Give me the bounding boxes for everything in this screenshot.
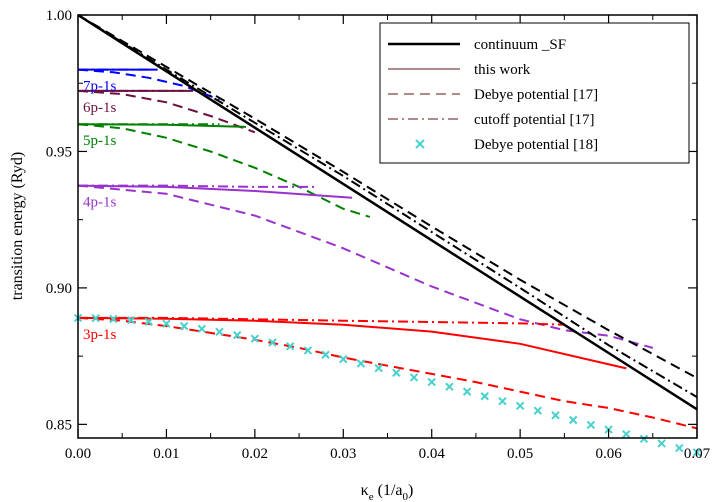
debye18-point <box>268 338 277 347</box>
this-work-line-2 <box>77 123 247 128</box>
debye18-point <box>480 392 489 401</box>
debye18-point <box>409 373 419 382</box>
continuum-cutoff17-line <box>77 14 698 398</box>
debye18-point <box>356 359 366 368</box>
y-tick-label: 0.95 <box>46 144 72 160</box>
y-axis-ticks: 0.85 0.90 0.95 1.00 <box>46 8 697 433</box>
debye18-point <box>586 420 596 430</box>
x-tick-label: 0.01 <box>153 446 179 462</box>
debye18-point <box>568 415 578 425</box>
series-labels: 7p-1s 6p-1s 5p-1s 4p-1s 3p-1s <box>83 79 116 343</box>
x-tick-label: 0.00 <box>65 446 91 462</box>
x-tick-label: 0.04 <box>419 446 446 462</box>
debye18-point <box>533 406 543 415</box>
debye18-point <box>109 314 118 324</box>
series-label-3: 4p-1s <box>83 195 116 211</box>
debye18-point <box>250 334 260 343</box>
debye18-point <box>622 429 631 439</box>
series-label-2: 5p-1s <box>83 133 116 149</box>
debye18-point <box>215 327 224 337</box>
series-label-4: 3p-1s <box>83 327 116 343</box>
x-tick-label: 0.03 <box>330 446 356 462</box>
x-axis-title: κe (1/a0) <box>361 482 414 502</box>
legend-box <box>379 22 690 164</box>
y-tick-label: 1.00 <box>46 8 72 24</box>
y-tick-label: 0.85 <box>46 417 72 433</box>
x-axis-ticks: 0.00 0.01 0.02 0.03 0.04 0.05 0.06 0.07 <box>65 15 711 462</box>
plot-curves <box>77 13 698 430</box>
debye18-point <box>392 368 401 377</box>
debye17-line-1 <box>77 89 256 134</box>
y-axis-title: transition energy (Ryd) <box>9 152 26 300</box>
y-tick-label: 0.90 <box>46 281 72 297</box>
legend-label: this work <box>474 62 531 78</box>
debye18-point <box>321 350 330 359</box>
debye18-point <box>551 411 560 420</box>
debye18-point <box>692 448 702 457</box>
debye18-point <box>427 377 436 387</box>
debye18-point <box>303 346 313 355</box>
debye18-point <box>179 321 189 331</box>
debye18-point <box>197 324 207 334</box>
debye18-point <box>445 382 454 391</box>
debye18-point <box>462 387 472 396</box>
series-label-0: 7p-1s <box>83 79 116 95</box>
debye18-point <box>339 354 348 364</box>
this-work-line-3 <box>77 184 353 199</box>
legend-label: Debye potential [18] <box>474 137 598 153</box>
debye18-point <box>144 317 153 326</box>
debye18-point <box>498 396 507 406</box>
plot-markers <box>73 313 702 457</box>
x-tick-label: 0.07 <box>684 446 711 462</box>
continuum-debye17-line <box>77 14 698 379</box>
legend-label: continuum _SF <box>474 37 566 53</box>
legend-label: cutoff potential [17] <box>474 112 595 128</box>
this-work-line-4 <box>77 316 627 370</box>
series-label-1: 6p-1s <box>83 100 116 116</box>
debye18-point <box>374 363 383 373</box>
legend-label: Debye potential [17] <box>474 87 598 103</box>
debye17-line-3 <box>77 184 654 349</box>
debye18-point <box>639 434 649 444</box>
debye18-point <box>657 439 666 448</box>
debye17-line-2 <box>77 123 371 218</box>
debye18-point <box>91 313 100 323</box>
debye18-point <box>126 315 136 325</box>
x-tick-label: 0.05 <box>507 446 533 462</box>
legend-marker <box>415 139 425 149</box>
debye18-point <box>162 319 171 328</box>
debye18-point <box>515 401 525 411</box>
continuum-line <box>77 13 698 411</box>
x-tick-label: 0.06 <box>595 446 622 462</box>
debye18-point <box>232 330 242 340</box>
x-tick-label: 0.02 <box>242 446 268 462</box>
debye18-point <box>286 342 295 351</box>
debye18-point <box>675 443 684 453</box>
